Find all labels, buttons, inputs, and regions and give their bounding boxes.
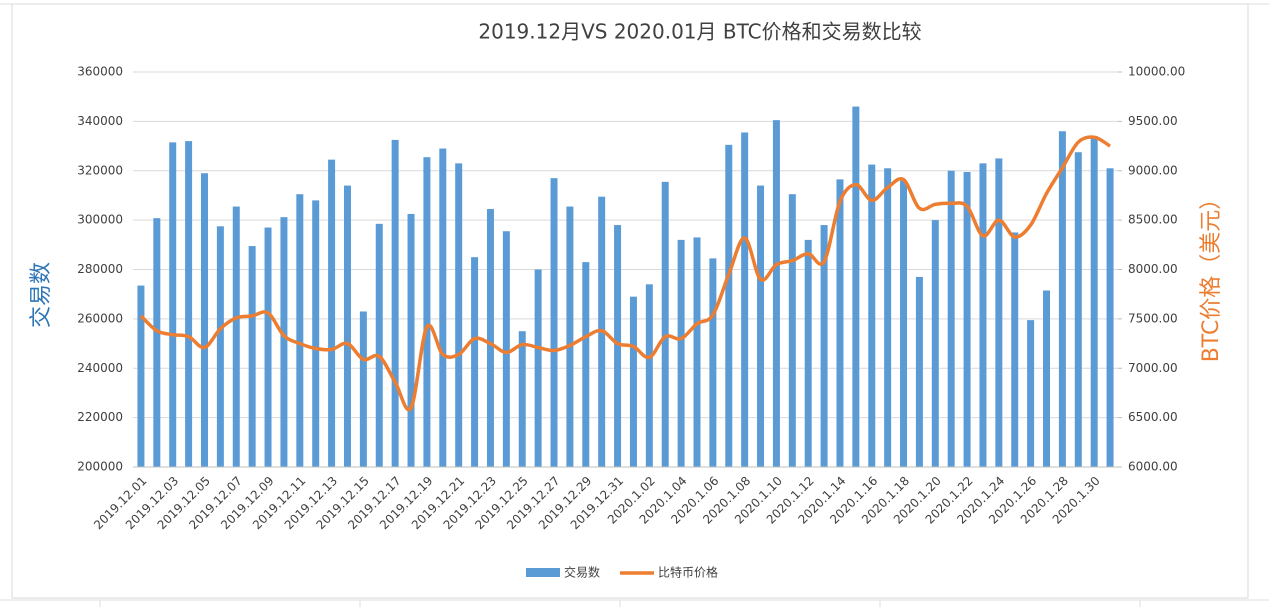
bar [486,209,494,467]
y2-tick-label: 8500.00 [1128,213,1178,227]
y2-tick-label: 9500.00 [1128,114,1178,128]
bar [868,164,876,467]
y-tick-label: 260000 [77,311,123,325]
bar [232,206,240,467]
bar [900,180,908,467]
y2-tick-label: 7500.00 [1128,311,1178,325]
bar [391,139,399,467]
bar [566,206,574,467]
y2-tick-label: 6000.00 [1128,460,1178,474]
bar [343,185,351,467]
bar [820,225,828,467]
bar [915,276,923,467]
bar [137,285,145,467]
bar [1074,152,1082,467]
bar [280,217,288,467]
bar [995,158,1003,467]
bar [248,246,256,467]
bar [677,239,685,467]
bar [931,220,939,467]
bar [947,170,955,467]
y-tick-label: 240000 [77,361,123,375]
bar [264,227,272,467]
bar [375,223,383,467]
y2-tick-label: 7000.00 [1128,361,1178,375]
chart-title: 2019.12月VS 2020.01月 BTC价格和交易数比较 [478,20,921,44]
y-tick-label: 280000 [77,262,123,276]
bar [582,262,590,467]
y2-tick-label: 6500.00 [1128,410,1178,424]
bar [852,106,860,467]
bar [741,132,749,467]
bar [153,218,161,467]
bar [439,148,447,467]
legend-swatch [526,568,560,577]
bar [423,157,431,467]
bar [661,181,669,467]
y2-tick-label: 10000.00 [1128,65,1185,79]
bar [216,226,224,467]
y-tick-label: 200000 [77,460,123,474]
bar [359,311,367,467]
line [139,135,1111,412]
y-tick-label: 360000 [77,65,123,79]
bar [296,194,304,467]
bar [455,163,463,467]
bar [1027,320,1035,467]
bar [693,237,701,467]
bar [312,200,320,467]
bar [963,171,971,467]
bar [550,178,558,467]
legend-label: 比特币价格 [658,565,718,580]
bar [979,163,987,467]
y-axis-label: 交易数 [29,262,54,328]
bar [772,120,780,467]
bar [1058,131,1066,467]
legend-label: 交易数 [564,565,600,580]
bar [185,141,193,467]
bar [1106,168,1114,467]
bar [502,231,510,467]
bar [471,257,479,467]
y2-axis-label: BTC价格（美元） [1199,188,1224,363]
bar [725,144,733,467]
bar [709,258,717,467]
bar [836,179,844,467]
bar [169,142,177,467]
bar [200,173,208,467]
bar [1043,290,1051,467]
bar [645,284,653,467]
bar [614,225,622,467]
y-tick-label: 340000 [77,114,123,128]
y-tick-label: 300000 [77,213,123,227]
y2-tick-label: 9000.00 [1128,163,1178,177]
bar [518,331,526,467]
y-tick-label: 320000 [77,163,123,177]
bar [1011,232,1019,467]
y-tick-label: 220000 [77,410,123,424]
bar [1090,136,1098,467]
bar [328,159,336,467]
bar [788,194,796,467]
bar [757,185,765,467]
bar [534,269,542,467]
y2-tick-label: 8000.00 [1128,262,1178,276]
bar [629,296,637,467]
bar [884,168,892,467]
bar [407,213,415,467]
bar [804,239,812,467]
